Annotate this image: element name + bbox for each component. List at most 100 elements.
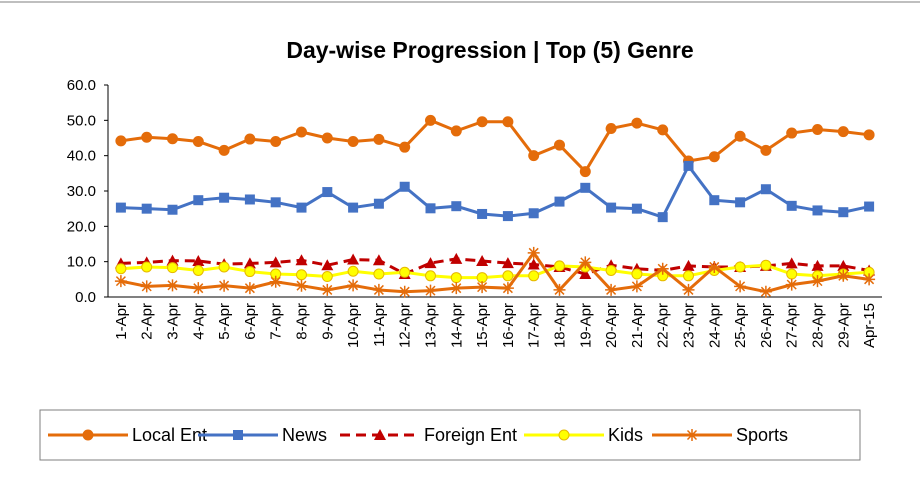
point bbox=[296, 202, 307, 213]
x-tick-label: 22-Apr bbox=[655, 303, 672, 348]
x-tick-label: 8-Apr bbox=[294, 303, 311, 340]
point bbox=[811, 259, 824, 271]
y-tick-label: 30.0 bbox=[67, 183, 96, 200]
x-tick-label: 12-Apr bbox=[397, 303, 414, 348]
x-tick-label: 10-Apr bbox=[345, 303, 362, 348]
point bbox=[734, 130, 746, 142]
point bbox=[759, 285, 772, 298]
series-line bbox=[120, 163, 870, 219]
point bbox=[708, 151, 720, 163]
point bbox=[244, 194, 255, 205]
point bbox=[606, 202, 617, 213]
point bbox=[554, 139, 565, 151]
point bbox=[786, 200, 797, 211]
point bbox=[527, 246, 540, 259]
point bbox=[579, 268, 592, 280]
point bbox=[347, 279, 360, 292]
point bbox=[192, 265, 204, 276]
y-tick-label: 0.0 bbox=[75, 289, 96, 306]
x-tick-label: 20-Apr bbox=[603, 303, 620, 348]
x-tick-label: 6-Apr bbox=[242, 303, 259, 340]
point bbox=[838, 207, 849, 218]
x-tick-label: Apr-15 bbox=[861, 303, 878, 348]
legend-label: Local Ent bbox=[132, 425, 207, 445]
point bbox=[709, 195, 720, 206]
x-tick-label: 25-Apr bbox=[732, 303, 749, 348]
legend-label: Kids bbox=[608, 425, 643, 445]
x-tick-label: 24-Apr bbox=[706, 303, 723, 348]
point bbox=[347, 136, 359, 148]
x-tick-label: 23-Apr bbox=[681, 303, 698, 348]
point bbox=[244, 266, 256, 278]
x-tick-label: 4-Apr bbox=[190, 303, 207, 340]
legend-label: News bbox=[282, 425, 327, 445]
point bbox=[708, 260, 721, 273]
point bbox=[527, 258, 540, 270]
point bbox=[115, 135, 127, 147]
legend-marker bbox=[374, 429, 386, 440]
point bbox=[554, 260, 565, 272]
point bbox=[141, 131, 153, 143]
legend-marker bbox=[686, 429, 698, 441]
series bbox=[115, 259, 875, 284]
point bbox=[167, 133, 178, 145]
point bbox=[167, 204, 178, 215]
x-tick-label: 28-Apr bbox=[810, 303, 827, 348]
point bbox=[631, 268, 643, 280]
point bbox=[631, 203, 642, 214]
point bbox=[243, 282, 256, 295]
point bbox=[476, 281, 489, 294]
y-tick-label: 60.0 bbox=[67, 77, 96, 94]
y-tick-label: 10.0 bbox=[67, 254, 96, 271]
point bbox=[580, 182, 591, 193]
legend-label: Foreign Ent bbox=[424, 425, 517, 445]
point bbox=[502, 116, 514, 128]
point bbox=[141, 203, 152, 214]
point bbox=[786, 127, 798, 139]
point bbox=[450, 272, 462, 284]
point bbox=[115, 202, 126, 213]
x-tick-label: 1-Apr bbox=[113, 303, 130, 340]
point bbox=[605, 122, 617, 134]
point bbox=[270, 197, 281, 208]
point bbox=[348, 202, 359, 213]
point bbox=[244, 133, 256, 145]
x-tick-label: 27-Apr bbox=[784, 303, 801, 348]
y-tick-label: 50.0 bbox=[67, 112, 96, 129]
x-tick-label: 21-Apr bbox=[629, 303, 646, 348]
legend-marker bbox=[558, 429, 570, 441]
point bbox=[425, 270, 436, 282]
point bbox=[192, 254, 205, 266]
point bbox=[295, 254, 308, 266]
point bbox=[864, 201, 875, 212]
point bbox=[269, 275, 282, 288]
chart-title: Day-wise Progression | Top (5) Genre bbox=[286, 37, 693, 63]
point bbox=[373, 198, 384, 209]
legend-label: Sports bbox=[736, 425, 788, 445]
point bbox=[347, 253, 360, 265]
point bbox=[476, 254, 489, 266]
point bbox=[218, 144, 230, 156]
x-tick-label: 19-Apr bbox=[577, 303, 594, 348]
x-tick-label: 13-Apr bbox=[423, 303, 440, 348]
point bbox=[502, 211, 513, 222]
point bbox=[425, 203, 436, 214]
point bbox=[630, 280, 643, 293]
x-tick-label: 7-Apr bbox=[268, 303, 285, 340]
x-tick-label: 16-Apr bbox=[500, 303, 517, 348]
point bbox=[424, 257, 437, 269]
point bbox=[812, 124, 823, 136]
point bbox=[579, 166, 591, 178]
legend-box bbox=[39, 409, 861, 461]
point bbox=[631, 117, 643, 129]
point bbox=[554, 196, 565, 207]
point bbox=[218, 279, 231, 292]
point bbox=[837, 259, 850, 271]
point bbox=[863, 129, 875, 141]
point bbox=[477, 208, 488, 219]
point bbox=[450, 252, 463, 264]
point bbox=[141, 261, 153, 273]
x-tick-label: 14-Apr bbox=[448, 303, 465, 348]
point bbox=[785, 278, 798, 291]
